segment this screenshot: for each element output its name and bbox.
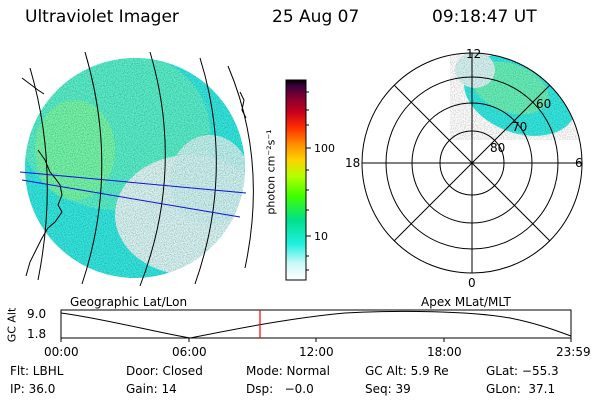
- meridian-lines: [29, 51, 254, 287]
- altitude-xtick: 06:00: [172, 345, 207, 359]
- status-flt: Flt: LBHL: [10, 364, 64, 378]
- mlat-label-70: 70: [512, 120, 528, 134]
- status-gain: Gain: 14: [126, 382, 177, 396]
- altitude-xtick: 18:00: [427, 345, 462, 359]
- colorbar: [285, 79, 311, 281]
- geographic-panel-label: Geographic Lat/Lon: [70, 295, 188, 309]
- status-dsp: Dsp: −0.0: [246, 382, 314, 396]
- status-door: Door: Closed: [126, 364, 203, 378]
- mlat-label-60: 60: [536, 97, 552, 111]
- colorbar-tick-100: 100: [314, 142, 335, 155]
- altitude-curve: [60, 310, 572, 339]
- altitude-xtick: 00:00: [44, 345, 79, 359]
- latitude-line: [19, 171, 247, 194]
- status-mode: Mode: Normal: [246, 364, 330, 378]
- status-glon: GLon: 37.1: [486, 382, 556, 396]
- polar-panel-label: Apex MLat/MLT: [421, 295, 511, 309]
- colorbar-tick-10: 10: [314, 230, 328, 243]
- geographic-disk: [19, 51, 254, 287]
- altitude-xtick: 23:59: [556, 345, 591, 359]
- altitude-ylabel: GC Alt: [5, 307, 19, 343]
- altitude-ytick-bottom: 1.8: [27, 327, 47, 341]
- mlt-label-12: 12: [466, 47, 482, 61]
- altitude-plot: [60, 309, 572, 342]
- status-gc-alt: GC Alt: 5.9 Re: [365, 364, 449, 378]
- status-seq: Seq: 39: [365, 382, 411, 396]
- observation-date: 25 Aug 07: [272, 7, 360, 27]
- instrument-title: Ultraviolet Imager: [25, 7, 179, 27]
- altitude-xtick: 12:00: [299, 345, 334, 359]
- mlt-label-6: 6: [575, 156, 583, 170]
- status-glat: GLat: −55.3: [486, 364, 559, 378]
- mlat-label-80: 80: [490, 141, 506, 155]
- altitude-ytick-top: 9.0: [27, 307, 47, 321]
- mlt-label-0: 0: [468, 276, 476, 290]
- polar-plot: [361, 52, 583, 274]
- status-ip: IP: 36.0: [10, 382, 56, 396]
- colorbar-unit-label: photon cm⁻²s⁻¹: [264, 129, 278, 215]
- latitude-line: [21, 179, 241, 218]
- observation-time: 09:18:47 UT: [432, 7, 537, 27]
- mlt-label-18: 18: [345, 156, 361, 170]
- coastline: [25, 149, 63, 277]
